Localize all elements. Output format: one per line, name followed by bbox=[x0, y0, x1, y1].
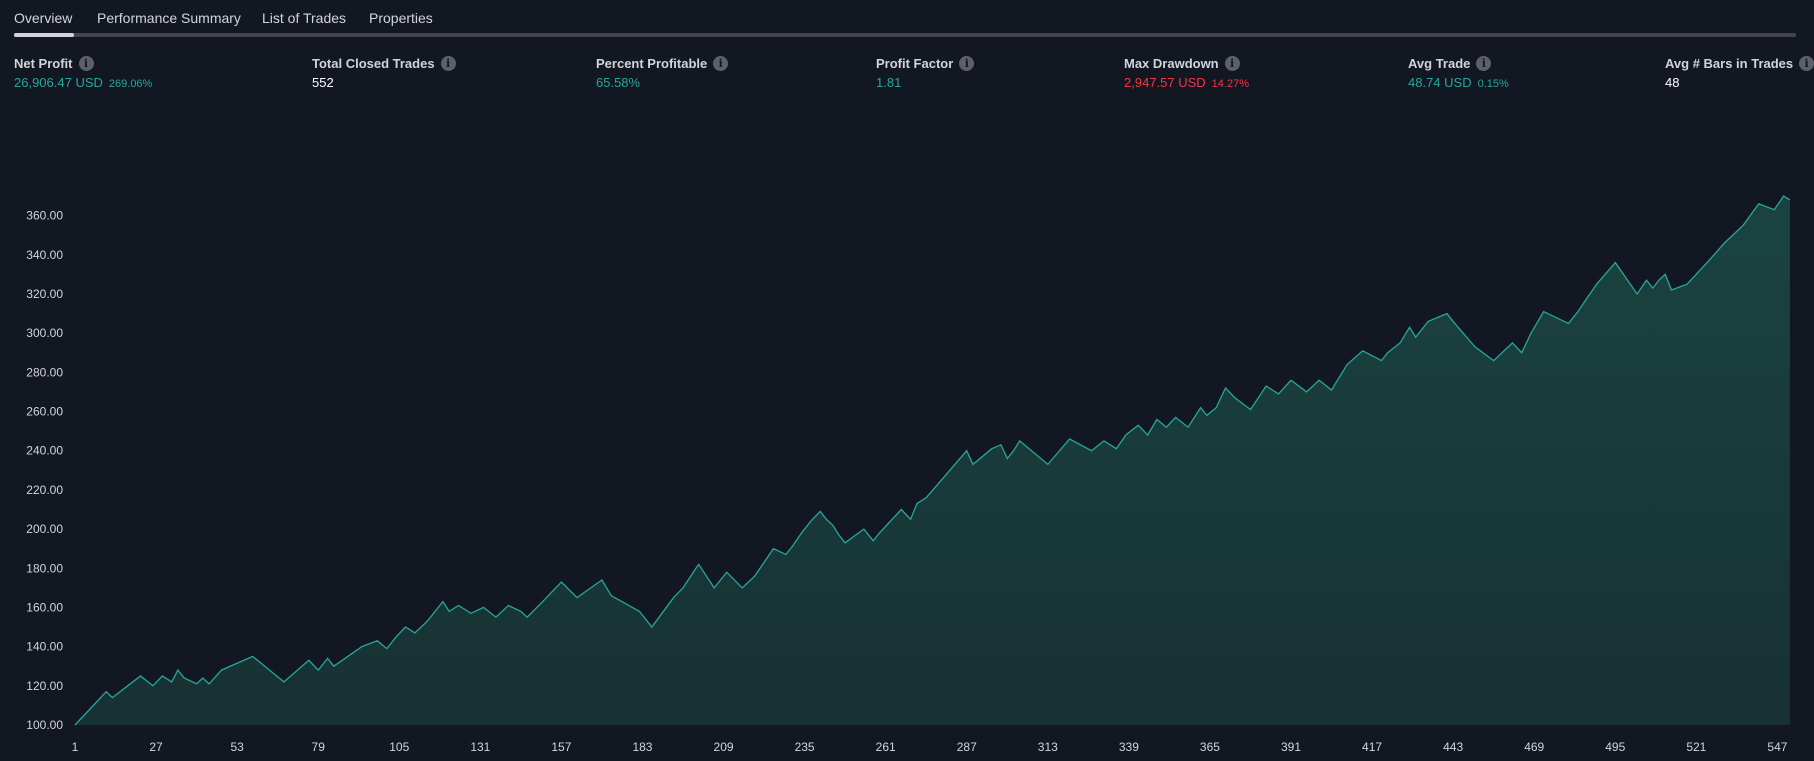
y-tick-label: 200.00 bbox=[26, 522, 63, 536]
tab-properties[interactable]: Properties bbox=[369, 10, 433, 26]
metric-value-row: 65.58% bbox=[596, 75, 728, 91]
metric-net-profit: Net Profit i 26,906.47 USD 269.06% bbox=[14, 55, 152, 91]
y-tick-label: 120.00 bbox=[26, 679, 63, 693]
x-tick-label: 131 bbox=[470, 740, 490, 754]
metric-avg-trade: Avg Trade i 48.74 USD 0.15% bbox=[1408, 55, 1509, 91]
x-tick-label: 79 bbox=[312, 740, 326, 754]
y-tick-label: 180.00 bbox=[26, 561, 63, 575]
info-icon[interactable]: i bbox=[1224, 55, 1240, 71]
metric-percent: 0.15% bbox=[1477, 78, 1509, 90]
x-tick-label: 235 bbox=[795, 740, 815, 754]
x-tick-label: 443 bbox=[1443, 740, 1463, 754]
metric-label: Total Closed Trades bbox=[312, 55, 435, 71]
x-tick-label: 53 bbox=[230, 740, 244, 754]
x-tick-label: 183 bbox=[632, 740, 652, 754]
x-tick-label: 417 bbox=[1362, 740, 1382, 754]
metric-label: Percent Profitable bbox=[596, 55, 708, 71]
info-icon[interactable]: i bbox=[78, 55, 94, 71]
metric-label: Net Profit bbox=[14, 55, 73, 71]
metric-label: Profit Factor bbox=[876, 55, 954, 71]
metric-value-row: 552 bbox=[312, 75, 456, 91]
x-tick-label: 105 bbox=[389, 740, 409, 754]
metric-value: 2,947.57 USD bbox=[1124, 75, 1206, 90]
equity-chart[interactable]: 100.00 120.00 140.00 160.00 180.00 200.00 220.… bbox=[0, 100, 1814, 761]
y-tick-label: 340.00 bbox=[26, 248, 63, 262]
metric-value: 48 bbox=[1665, 75, 1680, 90]
x-axis: 1 27 53 79 105 131 157 183 209 235 261 287 313 339 365… bbox=[72, 740, 1788, 754]
info-icon[interactable]: i bbox=[959, 55, 975, 71]
equity-chart-svg[interactable]: 100.00 120.00 140.00 160.00 180.00 200.00 220.… bbox=[0, 100, 1814, 761]
metric-value: 552 bbox=[312, 75, 334, 90]
metric-profit-factor: Profit Factor i 1.81 bbox=[876, 55, 975, 91]
y-tick-label: 320.00 bbox=[26, 287, 63, 301]
metric-total-closed-trades: Total Closed Trades i 552 bbox=[312, 55, 456, 91]
metric-label: Avg # Bars in Trades bbox=[1665, 55, 1794, 71]
y-axis: 100.00 120.00 140.00 160.00 180.00 200.00 220.… bbox=[26, 209, 63, 732]
y-tick-label: 280.00 bbox=[26, 365, 63, 379]
metric-value: 26,906.47 USD bbox=[14, 75, 103, 90]
metric-value: 65.58% bbox=[596, 75, 641, 90]
info-icon[interactable]: i bbox=[440, 55, 456, 71]
metric-value-row: 48.74 USD 0.15% bbox=[1408, 75, 1509, 91]
metric-label: Max Drawdown bbox=[1124, 55, 1219, 71]
info-icon[interactable]: i bbox=[1476, 55, 1492, 71]
metric-percent-profitable: Percent Profitable i 65.58% bbox=[596, 55, 729, 91]
tab-track bbox=[14, 33, 1796, 37]
x-tick-label: 365 bbox=[1200, 740, 1220, 754]
y-tick-label: 100.00 bbox=[26, 718, 63, 732]
x-tick-label: 261 bbox=[876, 740, 896, 754]
metric-percent: 14.27% bbox=[1211, 78, 1249, 90]
y-tick-label: 140.00 bbox=[26, 640, 63, 654]
metric-value-row: 48 bbox=[1665, 75, 1814, 91]
equity-area bbox=[75, 196, 1790, 725]
x-tick-label: 313 bbox=[1038, 740, 1058, 754]
x-tick-label: 469 bbox=[1524, 740, 1544, 754]
tab-overview[interactable]: Overview bbox=[14, 10, 73, 26]
x-tick-label: 521 bbox=[1686, 740, 1706, 754]
metric-value-row: 2,947.57 USD 14.27% bbox=[1124, 75, 1249, 91]
x-tick-label: 339 bbox=[1119, 740, 1139, 754]
metric-percent: 269.06% bbox=[108, 78, 153, 90]
y-tick-label: 160.00 bbox=[26, 600, 63, 614]
tab-list-of-trades[interactable]: List of Trades bbox=[262, 10, 347, 26]
metric-avg-bars-in-trades: Avg # Bars in Trades i 48 bbox=[1665, 55, 1814, 91]
metric-value-row: 1.81 bbox=[876, 75, 974, 91]
metric-value-row: 26,906.47 USD 269.06% bbox=[14, 75, 152, 91]
metric-label: Avg Trade bbox=[1408, 55, 1471, 71]
active-tab-indicator bbox=[14, 33, 74, 37]
x-tick-label: 495 bbox=[1605, 740, 1625, 754]
x-tick-label: 547 bbox=[1767, 740, 1787, 754]
info-icon[interactable]: i bbox=[1799, 55, 1814, 71]
x-tick-label: 209 bbox=[714, 740, 734, 754]
y-tick-label: 220.00 bbox=[26, 483, 63, 497]
x-tick-label: 1 bbox=[72, 740, 79, 754]
x-tick-label: 27 bbox=[149, 740, 163, 754]
info-icon[interactable]: i bbox=[713, 55, 729, 71]
y-tick-label: 360.00 bbox=[26, 209, 63, 223]
y-tick-label: 300.00 bbox=[26, 326, 63, 340]
y-tick-label: 260.00 bbox=[26, 405, 63, 419]
metric-value: 48.74 USD bbox=[1408, 75, 1472, 90]
x-tick-label: 287 bbox=[957, 740, 977, 754]
equity-line bbox=[74, 195, 1791, 726]
metric-value: 1.81 bbox=[876, 75, 902, 90]
x-tick-label: 391 bbox=[1281, 740, 1301, 754]
y-tick-label: 240.00 bbox=[26, 444, 63, 458]
tab-bar: Overview Performance Summary List of Tra… bbox=[0, 0, 1814, 38]
x-tick-label: 157 bbox=[551, 740, 571, 754]
tab-performance-summary[interactable]: Performance Summary bbox=[97, 10, 241, 26]
metric-max-drawdown: Max Drawdown i 2,947.57 USD 14.27% bbox=[1124, 55, 1249, 91]
